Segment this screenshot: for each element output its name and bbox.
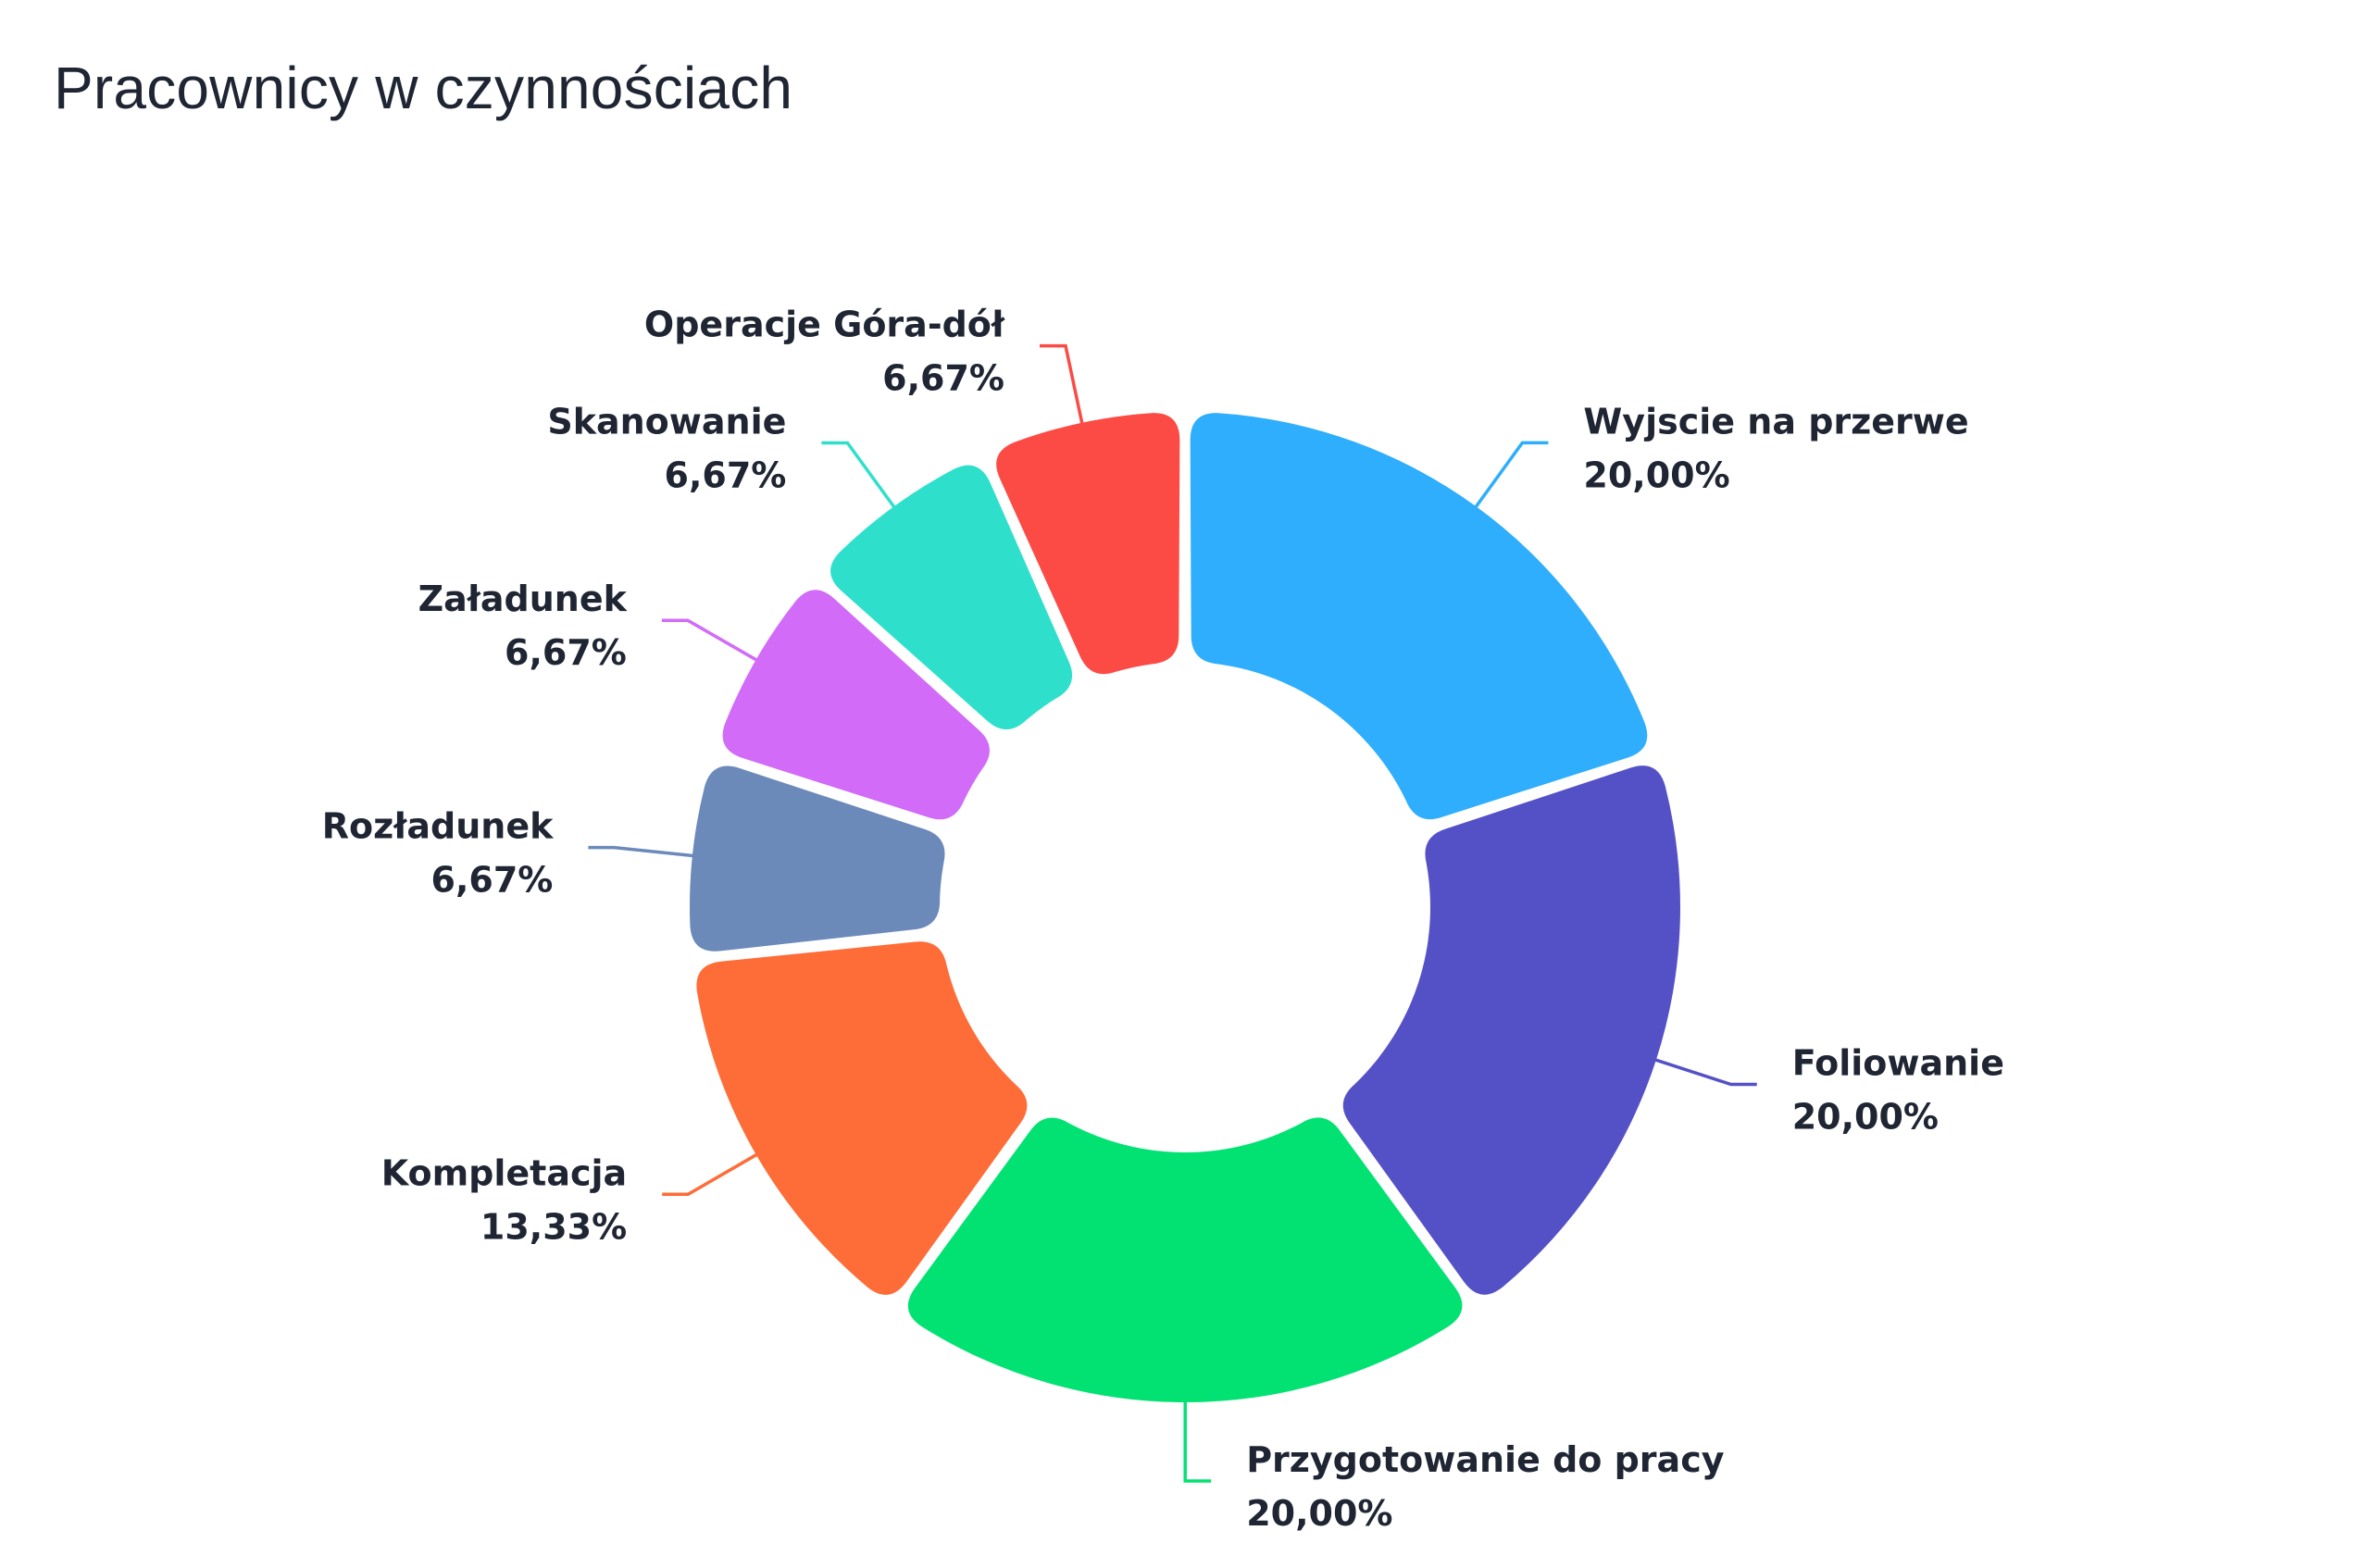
slice-label-foliowanie: Foliowanie 20,00% [1792, 1043, 2004, 1138]
slice-label-value: 20,00% [1583, 454, 1729, 495]
leader-line-wyjscie-na-przerwe [1473, 441, 1549, 509]
slice-label-value: 6,67% [431, 860, 554, 901]
leader-line-foliowanie [1653, 1057, 1757, 1087]
labels-layer: Wyjscie na przerwe 20,00% Foliowanie 20,00%… [322, 305, 2004, 1534]
slice-label-kompletacja: Kompletacja 13,33% [381, 1152, 627, 1247]
slice-label-name: Przygotowanie do pracy [1246, 1439, 1725, 1480]
slice-label-operacje-gora-dol: Operacje Góra-dół 6,67% [644, 305, 1005, 399]
slice-wyjscie-na-przerwe[interactable] [1190, 413, 1648, 820]
slice-label-value: 20,00% [1792, 1097, 1939, 1138]
slice-label-zaladunek: Załadunek 6,67% [418, 579, 628, 673]
leader-line-rozladunek [588, 845, 695, 858]
leader-line-skanowanie [821, 441, 897, 509]
leader-line-przygotowanie-do-pracy [1183, 1400, 1212, 1483]
slice-skanowanie[interactable] [830, 465, 1073, 730]
slice-operacje-gora-dol[interactable] [996, 413, 1180, 675]
slice-label-skanowanie: Skanowanie 6,67% [547, 402, 786, 496]
slice-label-value: 13,33% [480, 1206, 627, 1247]
leader-lines-layer [588, 343, 1757, 1483]
slice-rozladunek[interactable] [690, 765, 945, 952]
leader-line-zaladunek [661, 618, 759, 663]
slice-label-rozladunek: Rozładunek 6,67% [322, 806, 554, 901]
slices-layer [690, 413, 1680, 1403]
leader-line-kompletacja [662, 1152, 759, 1197]
slice-label-name: Kompletacja [381, 1152, 627, 1193]
slice-przygotowanie-do-pracy[interactable] [907, 1117, 1463, 1403]
slice-label-name: Skanowanie [547, 402, 786, 442]
slice-label-value: 6,67% [882, 358, 1004, 399]
slice-foliowanie[interactable] [1342, 765, 1680, 1295]
chart-title: Pracownicy w czynnościach [54, 55, 793, 121]
slice-label-wyjscie-na-przerwe: Wyjscie na przerwe 20,00% [1583, 401, 1968, 495]
slice-kompletacja[interactable] [696, 941, 1028, 1295]
slice-label-value: 6,67% [505, 632, 627, 673]
slice-label-name: Wyjscie na przerwe [1583, 401, 1968, 442]
slice-label-name: Rozładunek [322, 806, 554, 847]
slice-label-name: Foliowanie [1792, 1043, 2004, 1084]
leader-line-operacje-gora-dol [1040, 343, 1084, 426]
slice-label-name: Operacje Góra-dół [644, 305, 1005, 345]
slice-label-name: Załadunek [418, 579, 628, 619]
slice-label-value: 20,00% [1246, 1493, 1392, 1534]
slice-label-value: 6,67% [665, 455, 787, 496]
slice-label-przygotowanie-do-pracy: Przygotowanie do pracy 20,00% [1246, 1439, 1725, 1534]
slice-zaladunek[interactable] [722, 590, 990, 820]
